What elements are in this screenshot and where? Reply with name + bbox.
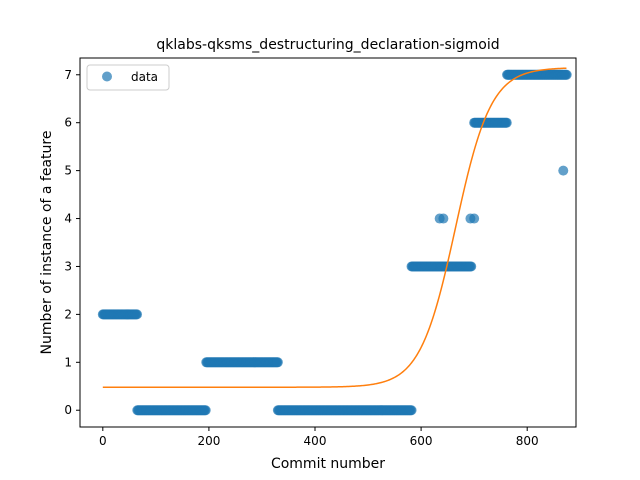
data-point [469,213,480,224]
data-point [466,261,477,272]
y-tick-label: 5 [64,164,72,178]
y-axis-label: Number of instance of a feature [39,131,55,355]
data-point [132,309,143,320]
legend: data [86,64,170,91]
data-point [406,405,417,416]
y-axis: 0 1 2 3 4 5 6 7 [64,68,80,417]
y-tick-label: 0 [64,403,72,417]
sigmoid-fit-line [102,67,567,388]
data-point [438,213,449,224]
x-tick-label: 200 [197,434,220,448]
legend-marker-data [102,71,112,82]
x-axis: 0 200 400 600 800 [99,427,539,448]
y-tick-label: 1 [64,355,72,369]
data-point [558,165,569,176]
x-tick-label: 600 [410,434,433,448]
y-tick-label: 6 [64,116,72,130]
x-tick-label: 800 [516,434,539,448]
y-tick-label: 2 [64,307,72,321]
data-point [561,69,572,80]
chart-title: qklabs-qksms_destructuring_declaration-s… [156,37,499,53]
legend-box [86,64,170,91]
x-tick-label: 400 [304,434,327,448]
plot-area [97,67,572,416]
data-point [501,117,512,128]
y-tick-label: 4 [64,212,72,226]
data-point [200,405,211,416]
legend-label-data: data [131,70,158,84]
y-tick-label: 3 [64,259,72,273]
axes-frame [79,57,577,428]
y-tick-label: 7 [64,68,72,82]
x-tick-label: 0 [99,434,107,448]
data-point [272,357,283,368]
x-axis-label: Commit number [271,456,385,472]
